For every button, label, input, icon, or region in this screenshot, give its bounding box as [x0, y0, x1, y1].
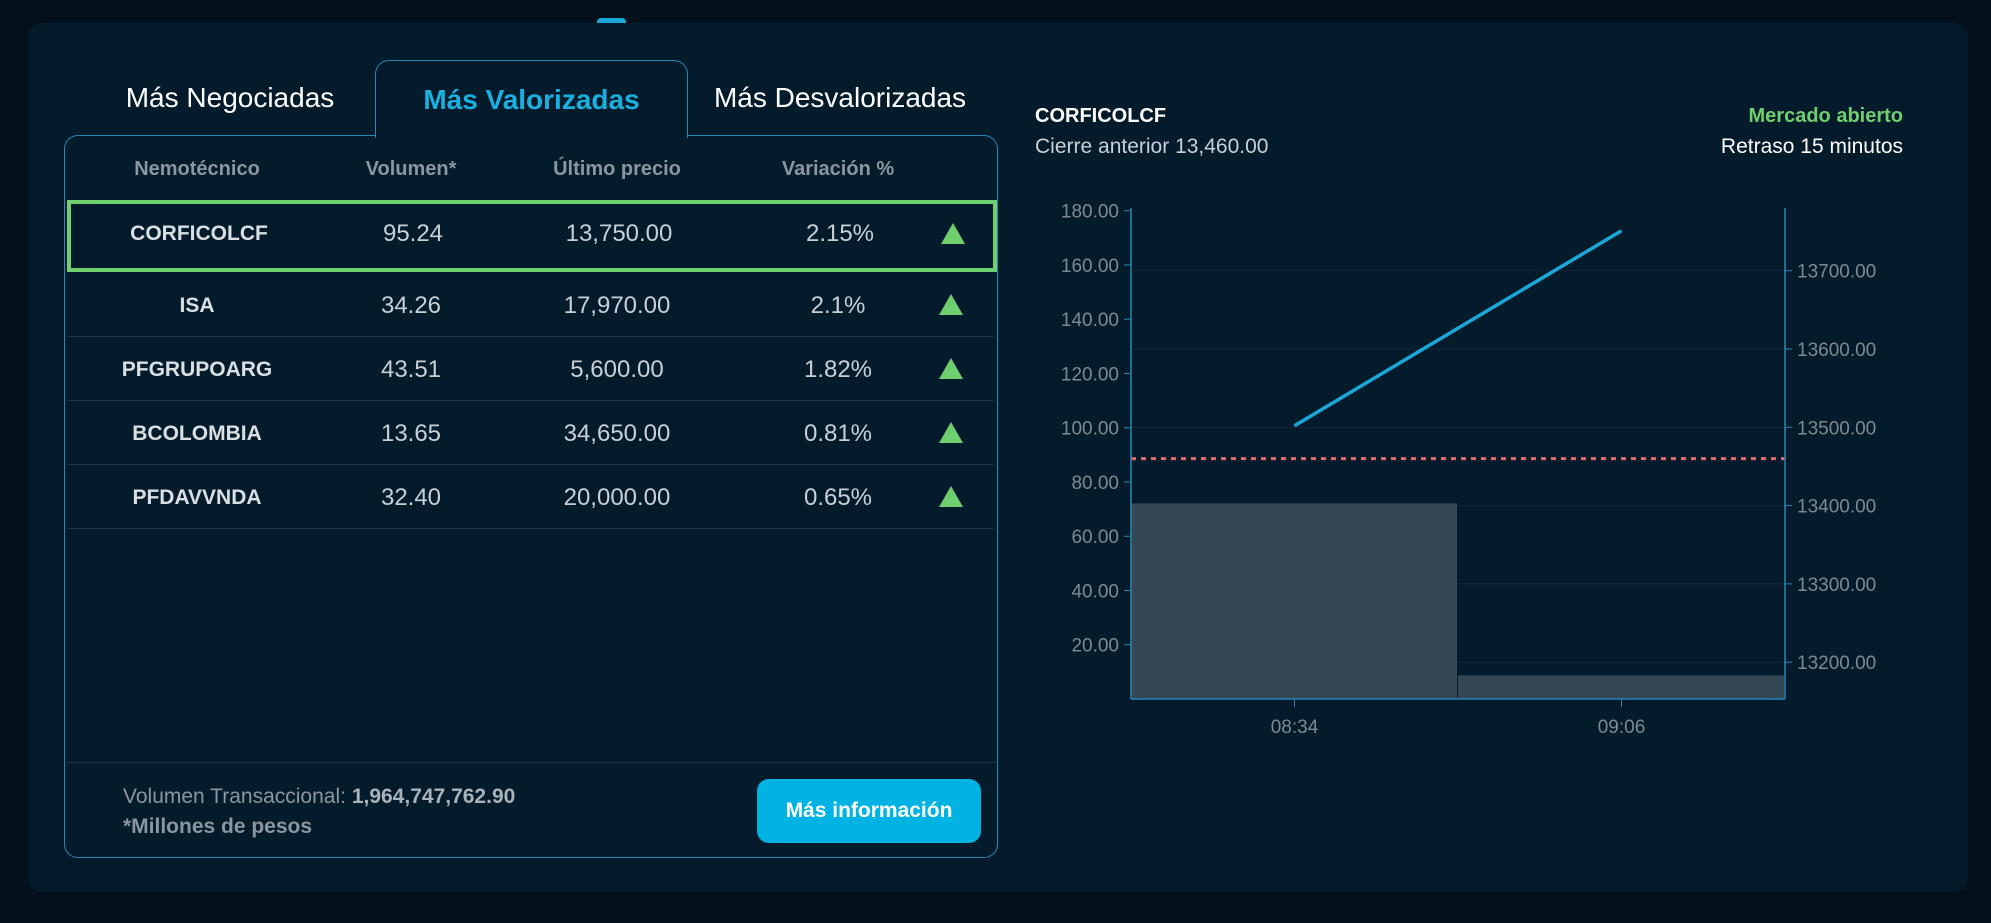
cell-precio: 5,600.00	[570, 356, 664, 383]
header-nemotecnico: Nemotécnico	[134, 158, 260, 180]
tab-mas-valorizadas[interactable]: Más Valorizadas	[375, 60, 688, 138]
top-indicator	[597, 18, 626, 26]
cell-nemo: PFGRUPOARG	[121, 358, 273, 381]
price-line	[1293, 229, 1623, 428]
left-tick-label: 40.00	[1071, 581, 1119, 602]
table-footer: Volumen Transaccional: 1,964,747,762.90 …	[65, 762, 997, 858]
left-tick-label: 80.00	[1071, 473, 1119, 494]
left-tick-label: 60.00	[1071, 527, 1119, 548]
cell-volumen: 43.51	[380, 356, 442, 383]
previous-close: Cierre anterior 13,460.00	[1035, 135, 1269, 158]
tab-mas-negociadas[interactable]: Más Negociadas	[125, 82, 335, 113]
arrow-up-icon	[939, 294, 963, 315]
x-tick-label: 08:34	[1271, 717, 1319, 738]
left-tick-label: 100.00	[1061, 419, 1119, 440]
delay-note: Retraso 15 minutos	[1720, 135, 1903, 158]
cell-precio: 17,970.00	[563, 292, 671, 319]
cell-volumen: 95.24	[382, 220, 444, 247]
market-status: Mercado abierto	[1748, 105, 1903, 127]
cell-nemo: CORFICOLCF	[130, 222, 268, 245]
chart-symbol: CORFICOLCF	[1035, 105, 1167, 127]
cell-volumen: 13.65	[380, 420, 442, 447]
volume-label: Volumen Transaccional:	[123, 785, 346, 808]
right-tick-label: 13600.00	[1797, 340, 1876, 361]
tab-mas-desvalorizadas[interactable]: Más Desvalorizadas	[713, 82, 967, 113]
cell-nemo: PFDAVVNDA	[132, 486, 262, 509]
volume-summary: Volumen Transaccional: 1,964,747,762.90	[123, 785, 515, 809]
cell-precio: 34,650.00	[563, 420, 671, 447]
left-tick-label: 20.00	[1071, 636, 1119, 657]
cell-precio: 13,750.00	[565, 220, 673, 247]
table-header: Nemotécnico Volumen* Último precio Varia…	[65, 136, 997, 200]
arrow-up-icon	[939, 422, 963, 443]
cell-nemo: BCOLOMBIA	[132, 422, 262, 445]
table-row[interactable]: BCOLOMBIA 13.65 34,650.00 0.81%	[67, 400, 993, 465]
volume-bar	[1458, 675, 1784, 699]
table-row[interactable]: ISA 34.26 17,970.00 2.1%	[67, 272, 993, 337]
cell-variacion: 0.65%	[803, 484, 873, 511]
cell-volumen: 32.40	[380, 484, 442, 511]
cell-variacion: 1.82%	[803, 356, 873, 383]
cell-volumen: 34.26	[380, 292, 442, 319]
units-note: *Millones de pesos	[123, 815, 313, 838]
arrow-up-icon	[941, 223, 965, 244]
cell-variacion: 2.1%	[810, 292, 866, 319]
table-row[interactable]: PFGRUPOARG 43.51 5,600.00 1.82%	[67, 336, 993, 401]
header-ultimo-precio: Último precio	[553, 158, 681, 180]
left-tick-label: 180.00	[1061, 202, 1119, 223]
right-tick-label: 13700.00	[1797, 262, 1876, 283]
volume-bar	[1131, 503, 1457, 699]
x-tick-label: 09:06	[1598, 717, 1646, 738]
stocks-table: Nemotécnico Volumen* Último precio Varia…	[64, 135, 998, 858]
right-tick-label: 13400.00	[1797, 497, 1876, 518]
arrow-up-icon	[939, 358, 963, 379]
more-info-button[interactable]: Más información	[757, 779, 981, 843]
arrow-up-icon	[939, 486, 963, 507]
cell-variacion: 2.15%	[805, 220, 875, 247]
right-tick-label: 13300.00	[1797, 575, 1876, 596]
left-tick-label: 140.00	[1061, 310, 1119, 331]
cell-variacion: 0.81%	[803, 420, 873, 447]
header-volumen: Volumen*	[365, 158, 457, 180]
volume-value: 1,964,747,762.90	[351, 785, 516, 808]
left-tick-label: 120.00	[1061, 364, 1119, 385]
header-variacion: Variación %	[781, 158, 895, 180]
table-row[interactable]: CORFICOLCF 95.24 13,750.00 2.15%	[67, 200, 997, 272]
cell-precio: 20,000.00	[563, 484, 671, 511]
cell-nemo: ISA	[179, 294, 215, 317]
table-row[interactable]: PFDAVVNDA 32.40 20,000.00 0.65%	[67, 464, 993, 529]
right-tick-label: 13500.00	[1797, 418, 1876, 439]
left-tick-label: 160.00	[1061, 256, 1119, 277]
right-tick-label: 13200.00	[1797, 653, 1876, 674]
